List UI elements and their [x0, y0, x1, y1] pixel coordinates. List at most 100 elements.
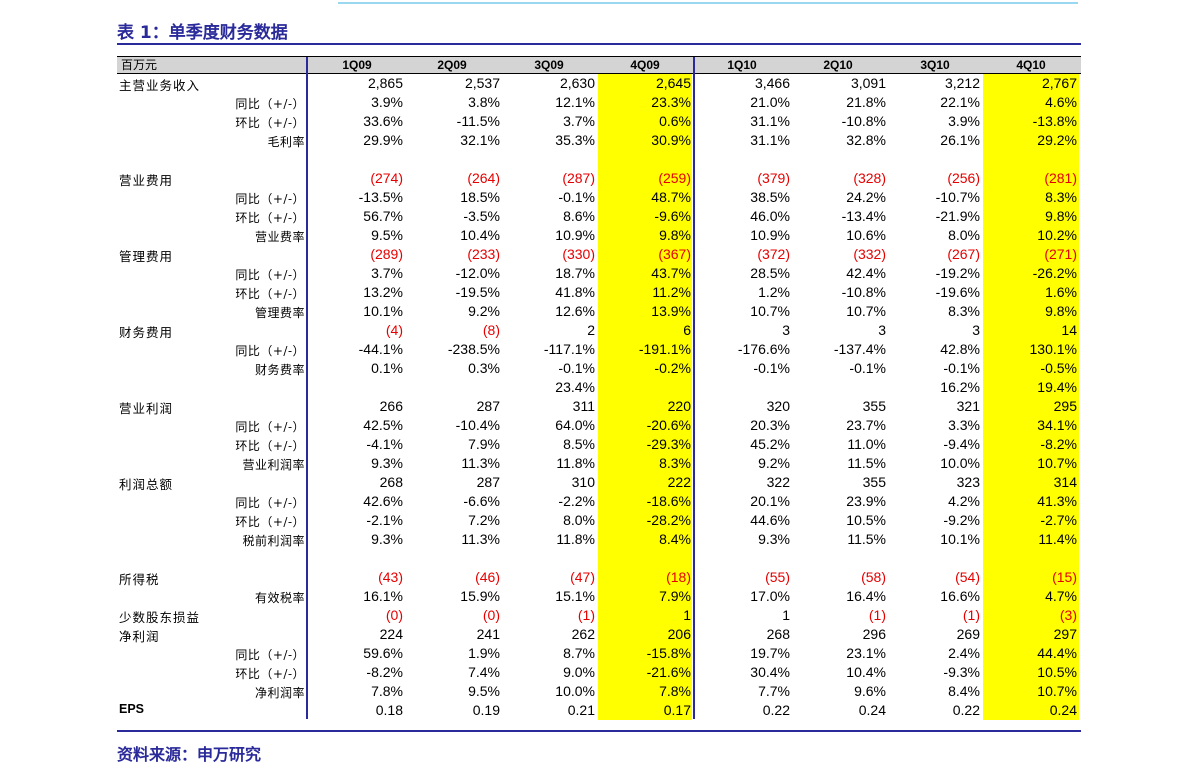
row-sublabel: 毛利率: [267, 135, 305, 149]
row-label: 净利润: [119, 629, 160, 644]
table-cell: 7.4%: [468, 664, 500, 680]
row-sublabel: 同比（+/-）: [235, 268, 305, 282]
table-cell: 41.8%: [555, 284, 595, 300]
table-cell: 10.7%: [1037, 683, 1077, 699]
table-cell: 59.6%: [363, 645, 403, 661]
row-sublabel: 营业费率: [254, 230, 305, 244]
table-cell: 9.3%: [371, 531, 403, 547]
table-cell: 9.6%: [854, 683, 886, 699]
table-cell: -13.5%: [358, 189, 403, 205]
table-cell: 2: [587, 322, 595, 338]
table-cell: 12.6%: [555, 303, 595, 319]
table-cell: 2,645: [655, 75, 691, 91]
row-label: EPS: [119, 702, 145, 716]
table-cell: 18.7%: [555, 265, 595, 281]
table-cell: 44.4%: [1037, 645, 1077, 661]
table-cell: 9.3%: [371, 455, 403, 471]
table-cell: 8.0%: [563, 512, 595, 528]
table-cell: 44.6%: [750, 512, 790, 528]
table-row: 利润总额 268 287 310 222 322 355 323 314: [0, 473, 1191, 492]
column-header-2q10: 2Q10: [823, 58, 853, 72]
table-row: 环比（+/-） -2.1% 7.2% 8.0% -28.2% 44.6% 10.5% -9.2…: [0, 511, 1191, 530]
row-sublabel: 税前利润率: [242, 534, 305, 548]
table-cell: 11.0%: [847, 436, 886, 452]
table-cell: 0.22: [952, 702, 980, 718]
table-cell: 10.7%: [846, 303, 886, 319]
table-cell: -0.1%: [849, 360, 886, 376]
table-cell: 23.3%: [651, 94, 691, 110]
table-cell: 3.7%: [371, 265, 403, 281]
table-cell: 224: [379, 626, 403, 642]
table-cell: -9.3%: [943, 664, 980, 680]
table-cell: -4.1%: [366, 436, 403, 452]
header-top-rule: [117, 56, 1081, 57]
table-cell: -8.2%: [366, 664, 403, 680]
table-cell: 11.4%: [1038, 531, 1077, 547]
table-cell: 322: [766, 474, 790, 490]
table-cell: 21.0%: [750, 94, 790, 110]
table-cell: -44.1%: [358, 341, 403, 357]
table-cell: 0.18: [375, 702, 403, 718]
table-cell: 9.8%: [1045, 208, 1077, 224]
table-cell: 10.1%: [363, 303, 403, 319]
table-cell: 9.3%: [758, 531, 790, 547]
table-cell: 297: [1053, 626, 1077, 642]
table-cell: 10.9%: [750, 227, 790, 243]
table-cell: 3.7%: [563, 113, 595, 129]
table-cell: 2,767: [1041, 75, 1077, 91]
table-cell: 4.2%: [948, 493, 980, 509]
table-cell: 314: [1053, 474, 1077, 490]
table-cell: -10.8%: [841, 284, 886, 300]
table-cell: 13.9%: [651, 303, 691, 319]
table-cell: 23.1%: [846, 645, 886, 661]
table-cell: -191.1%: [638, 341, 691, 357]
title-rule: [117, 43, 1081, 45]
table-cell: 3: [972, 322, 980, 338]
table-row: [0, 549, 1191, 568]
table-cell: (264): [467, 170, 500, 186]
table-cell: 42.8%: [940, 341, 980, 357]
table-cell: -10.4%: [455, 417, 500, 433]
table-cell: -176.6%: [737, 341, 790, 357]
row-sublabel: 环比（+/-）: [235, 116, 305, 130]
table-cell: 46.0%: [750, 208, 790, 224]
table-row: 同比（+/-） 42.5% -10.4% 64.0% -20.6% 20.3% 23.7% 3…: [0, 416, 1191, 435]
divider-label: [306, 57, 308, 719]
table-cell: 10.6%: [846, 227, 886, 243]
table-cell: 8.3%: [659, 455, 691, 471]
table-cell: 3.3%: [948, 417, 980, 433]
table-cell: -2.2%: [558, 493, 595, 509]
table-cell: 11.8%: [556, 531, 595, 547]
table-cell: (0): [482, 607, 500, 623]
table-cell: 3.9%: [948, 113, 980, 129]
table-row: 环比（+/-） -4.1% 7.9% 8.5% -29.3% 45.2% 11.0% -9.4…: [0, 435, 1191, 454]
table-cell: 10.9%: [555, 227, 595, 243]
header-bar: [117, 57, 1081, 74]
table-cell: 45.2%: [750, 436, 790, 452]
table-cell: 7.8%: [371, 683, 403, 699]
table-cell: 4.7%: [1045, 588, 1077, 604]
table-cell: 10.7%: [750, 303, 790, 319]
table-cell: 320: [766, 398, 790, 414]
table-cell: 311: [572, 398, 595, 414]
table-row: 财务费用 (4) (8) 2 6 3 3 3 14: [0, 321, 1191, 340]
table-title: 表 1：单季度财务数据: [117, 23, 288, 43]
table-cell: 2.4%: [948, 645, 980, 661]
table-cell: 0.19: [472, 702, 500, 718]
table-cell: 10.2%: [1037, 227, 1077, 243]
table-cell: 16.1%: [363, 588, 403, 604]
table-cell: 3: [878, 322, 886, 338]
row-label: 营业费用: [119, 173, 174, 188]
table-cell: (1): [962, 607, 980, 623]
table-cell: 21.8%: [846, 94, 886, 110]
table-row: 同比（+/-） 3.9% 3.8% 12.1% 23.3% 21.0% 21.8% 22.1%…: [0, 93, 1191, 112]
table-cell: -11.5%: [456, 113, 500, 129]
table-cell: 9.5%: [468, 683, 500, 699]
row-sublabel: 环比（+/-）: [235, 515, 305, 529]
table-row: 管理费率 10.1% 9.2% 12.6% 13.9% 10.7% 10.7% 8.3% 9.8…: [0, 302, 1191, 321]
table-row: 净利润 224 241 262 206 268 296 269 297: [0, 625, 1191, 644]
column-header-4q10: 4Q10: [1016, 58, 1046, 72]
table-cell: 8.4%: [659, 531, 691, 547]
table-row: EPS 0.18 0.19 0.21 0.17 0.22 0.24 0.22 0.24: [0, 701, 1191, 720]
row-label: 主营业务收入: [119, 78, 201, 93]
